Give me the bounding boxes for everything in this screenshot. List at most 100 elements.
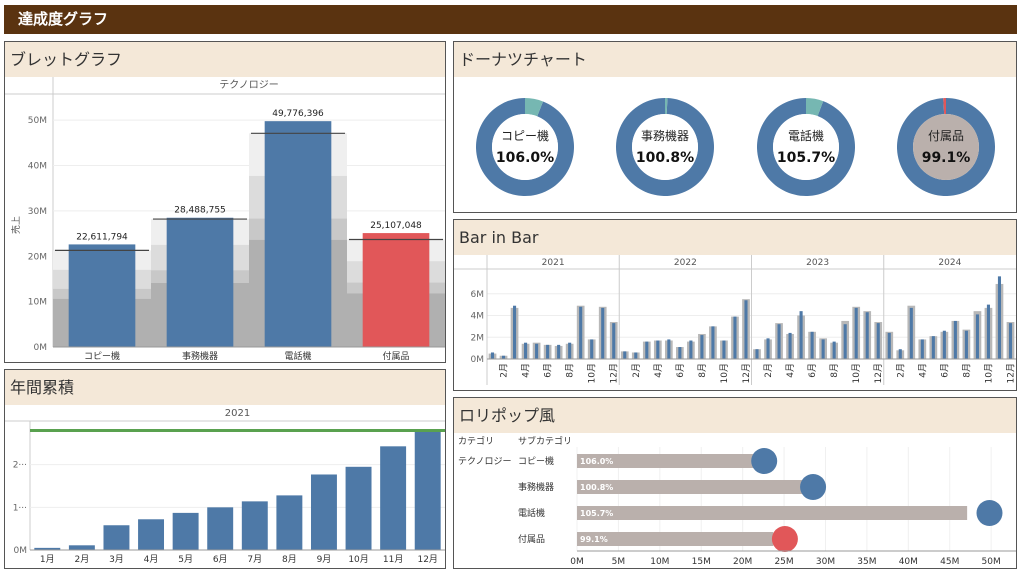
x-tick-label: 30M	[816, 557, 835, 567]
bar	[577, 480, 811, 494]
donut-center	[492, 114, 558, 180]
x-tick-label: 10月	[983, 363, 994, 383]
x-tick-label: 8月	[697, 363, 708, 378]
column-header: 2021	[225, 408, 250, 419]
bullet-graph-title: ブレットグラフ	[5, 42, 445, 77]
bar	[310, 474, 337, 550]
inner-bar	[700, 335, 704, 359]
annual-panel: 年間累積 2021 0M 1··· 2··· 1月 2月 3月 4月 5月 6月 7月 8月 9月 10月…	[4, 369, 446, 569]
x-tick-label: 2月	[75, 554, 90, 565]
donut-category-label: 事務機器	[641, 128, 689, 143]
x-tick-label: 11月	[383, 554, 403, 565]
x-tick-label: 事務機器	[182, 350, 218, 362]
inner-bar	[524, 342, 528, 359]
inner-bar	[733, 316, 737, 359]
x-tick-label: 2月	[499, 363, 510, 378]
header-category: カテゴリ	[458, 435, 494, 447]
x-tick-label: 10月	[719, 363, 730, 383]
subcategory-label: 事務機器	[518, 481, 554, 493]
bar-in-bar-panel: Bar in Bar 0M 2M 4M 6M 2021 2月 4月 6月 8月 10月 12月 202…	[453, 219, 1017, 391]
inner-bar	[590, 339, 594, 359]
donut-ring	[757, 98, 855, 196]
bar	[68, 244, 136, 347]
inner-bar	[832, 341, 836, 359]
bar	[138, 519, 165, 550]
y-tick-label: 2M	[471, 333, 485, 343]
bar	[172, 512, 199, 550]
inner-bar	[513, 305, 517, 359]
donut-title: ドーナツチャート	[454, 42, 1016, 77]
y-tick-label: 30M	[28, 207, 47, 217]
subcategory-label: 電話機	[518, 507, 545, 519]
inner-bar	[909, 307, 913, 359]
annual-chart: 2021 0M 1··· 2··· 1月 2月 3月 4月 5月 6月 7月 8月 9月 10月 11月 12…	[5, 408, 445, 565]
y-tick-label: 0M	[14, 546, 28, 556]
inner-bar	[623, 351, 627, 359]
x-tick-label: 35M	[857, 557, 876, 567]
y-tick-label: 0M	[34, 343, 48, 353]
subcategory-label: 付属品	[518, 534, 545, 545]
inner-bar	[557, 344, 561, 359]
y-axis-label: 売上	[10, 216, 22, 234]
x-tick-label: 10月	[587, 363, 598, 383]
year-header: 2022	[674, 258, 697, 268]
bar	[577, 506, 968, 520]
bar	[362, 233, 430, 347]
donut-category-label: 付属品	[928, 129, 964, 143]
donut-overflow-slice	[665, 98, 668, 115]
x-tick-label: 8月	[565, 363, 576, 378]
x-tick-label: 4月	[653, 363, 664, 378]
inner-bar	[656, 340, 660, 359]
donut-center	[632, 114, 698, 180]
percent-label: 105.7%	[580, 509, 613, 518]
category-label: テクノロジー	[458, 456, 511, 467]
inner-bar	[568, 342, 572, 359]
x-tick-label: 10M	[650, 557, 669, 567]
bar	[414, 431, 441, 550]
inner-bar	[843, 324, 847, 359]
x-tick-label: 6月	[543, 363, 554, 378]
donut-chart: コピー機 106.0% 事務機器 100.8% 電話機 105.7% 付属品 99.1%	[476, 98, 995, 196]
inner-bar	[678, 347, 682, 359]
inner-bar	[942, 330, 946, 359]
x-tick-label: 12月	[1005, 363, 1016, 383]
percent-label: 106.0%	[580, 457, 613, 466]
donut-panel: ドーナツチャート コピー機 106.0% 事務機器 100.8% 電話機 105.7% 付属…	[453, 41, 1017, 213]
data-label: 22,611,794	[76, 232, 128, 242]
inner-bar	[986, 304, 990, 359]
data-label: 25,107,048	[370, 221, 422, 231]
bar	[577, 454, 754, 468]
inner-bar	[887, 332, 891, 359]
x-tick-label: 電話機	[284, 350, 311, 362]
bar	[166, 217, 234, 347]
inner-bar	[854, 307, 858, 359]
inner-bar	[601, 307, 605, 359]
inner-bar	[876, 323, 880, 359]
bar	[34, 547, 61, 550]
donut-ring	[616, 98, 714, 196]
bar	[241, 501, 268, 550]
y-tick-label: 20M	[28, 252, 47, 262]
x-tick-label: 2月	[895, 363, 906, 378]
donut-overflow-slice	[943, 98, 946, 115]
inner-bar	[667, 339, 671, 359]
bar	[276, 495, 303, 550]
x-tick-label: 0M	[570, 557, 584, 567]
bar	[103, 525, 130, 550]
inner-bar	[535, 343, 539, 359]
y-tick-label: 40M	[28, 162, 47, 172]
inner-bar	[546, 344, 550, 359]
x-tick-label: 1月	[40, 554, 55, 565]
x-tick-label: 4月	[785, 363, 796, 378]
x-tick-label: 4月	[521, 363, 532, 378]
lollipop-panel: ロリポップ風 カテゴリ サブカテゴリ テクノロジー 0M 5M 10M 15M 20M 25M 3…	[453, 397, 1017, 569]
inner-bar	[777, 324, 781, 359]
x-tick-label: 8月	[961, 363, 972, 378]
bar-in-bar-chart: 0M 2M 4M 6M 2021 2月 4月 6月 8月 10月 12月 2022 2月 4月 6月 8月 10…	[454, 255, 1016, 385]
inner-bar	[645, 341, 649, 359]
data-label: 49,776,396	[272, 109, 324, 119]
bar	[264, 121, 332, 347]
x-tick-label: 2月	[631, 363, 642, 378]
data-label: 28,488,755	[174, 206, 226, 216]
